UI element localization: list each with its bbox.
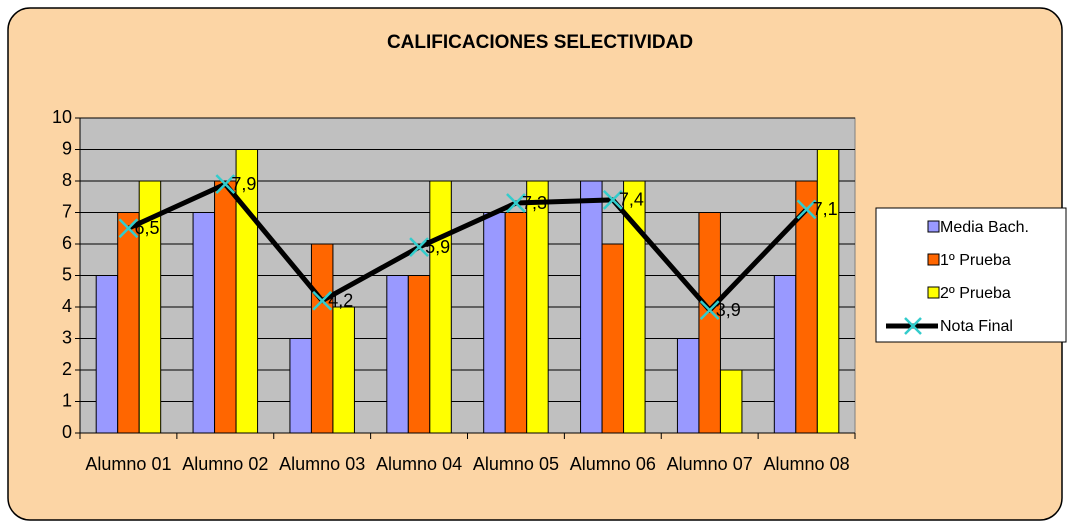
x-tick-label: Alumno 02 — [182, 454, 269, 474]
data-label: 7,3 — [522, 193, 547, 213]
y-tick-label: 9 — [62, 138, 72, 158]
legend-marker — [904, 317, 922, 335]
marker — [602, 190, 623, 210]
line — [127, 181, 809, 313]
chart-title: CALIFICACIONES SELECTIVIDAD — [387, 32, 693, 53]
bar — [138, 180, 162, 434]
bar — [483, 212, 506, 434]
data-label: 7,4 — [619, 190, 644, 210]
bar — [580, 180, 603, 434]
data-label: 4,2 — [328, 290, 353, 310]
marker — [409, 237, 429, 258]
x-tick-label: Alumno 01 — [85, 454, 172, 474]
legend-swatch — [927, 286, 940, 299]
y-tick-label: 2 — [62, 359, 72, 379]
bar — [117, 212, 140, 434]
bar — [504, 212, 528, 434]
bar — [526, 180, 549, 434]
legend-label: 2º Prueba — [940, 285, 1011, 302]
marker — [215, 174, 236, 195]
x-tick-label: Alumno 03 — [279, 454, 366, 474]
y-tick-label: 8 — [62, 170, 72, 190]
bar — [623, 180, 646, 434]
legend-label: 1º Prueba — [940, 252, 1011, 269]
y-tick-label: 1 — [62, 390, 72, 410]
data-label: 6,5 — [134, 218, 159, 238]
legend-swatch — [927, 253, 940, 266]
bar — [407, 275, 431, 434]
marker — [118, 218, 139, 239]
y-tick-label: 5 — [62, 264, 72, 284]
marker — [506, 193, 526, 213]
bar — [332, 306, 355, 434]
bar — [698, 212, 721, 434]
bar — [816, 149, 840, 434]
bar — [192, 212, 216, 434]
bar — [601, 243, 625, 434]
x-tick-label: Alumno 08 — [763, 454, 850, 474]
y-tick-label: 0 — [62, 422, 72, 442]
marker — [699, 300, 720, 321]
marker — [796, 199, 817, 220]
x-tick-label: Alumno 05 — [472, 454, 559, 474]
bar — [95, 275, 119, 434]
bar — [289, 338, 312, 434]
legend-label: Nota Final — [940, 318, 1013, 335]
data-label: 3,9 — [716, 300, 741, 320]
data-label: 7,9 — [231, 174, 256, 194]
bar — [386, 275, 409, 434]
bar — [429, 180, 452, 434]
x-tick-label: Alumno 07 — [666, 454, 753, 474]
y-tick-label: 4 — [62, 296, 72, 316]
x-tick-label: Alumno 04 — [376, 454, 463, 474]
y-tick-label: 6 — [62, 233, 72, 253]
bar — [719, 369, 743, 434]
bar — [773, 275, 797, 434]
bar — [214, 180, 237, 434]
bar — [676, 338, 700, 434]
legend-swatch — [927, 220, 940, 233]
data-label: 7,1 — [813, 199, 838, 219]
data-label: 5,9 — [425, 237, 450, 257]
marker — [312, 290, 333, 311]
bar — [310, 243, 334, 434]
y-tick-label: 10 — [52, 107, 72, 127]
y-tick-label: 7 — [62, 201, 72, 221]
y-tick-label: 3 — [62, 327, 72, 347]
x-tick-label: Alumno 06 — [569, 454, 656, 474]
legend-label: Media Bach. — [940, 219, 1029, 236]
